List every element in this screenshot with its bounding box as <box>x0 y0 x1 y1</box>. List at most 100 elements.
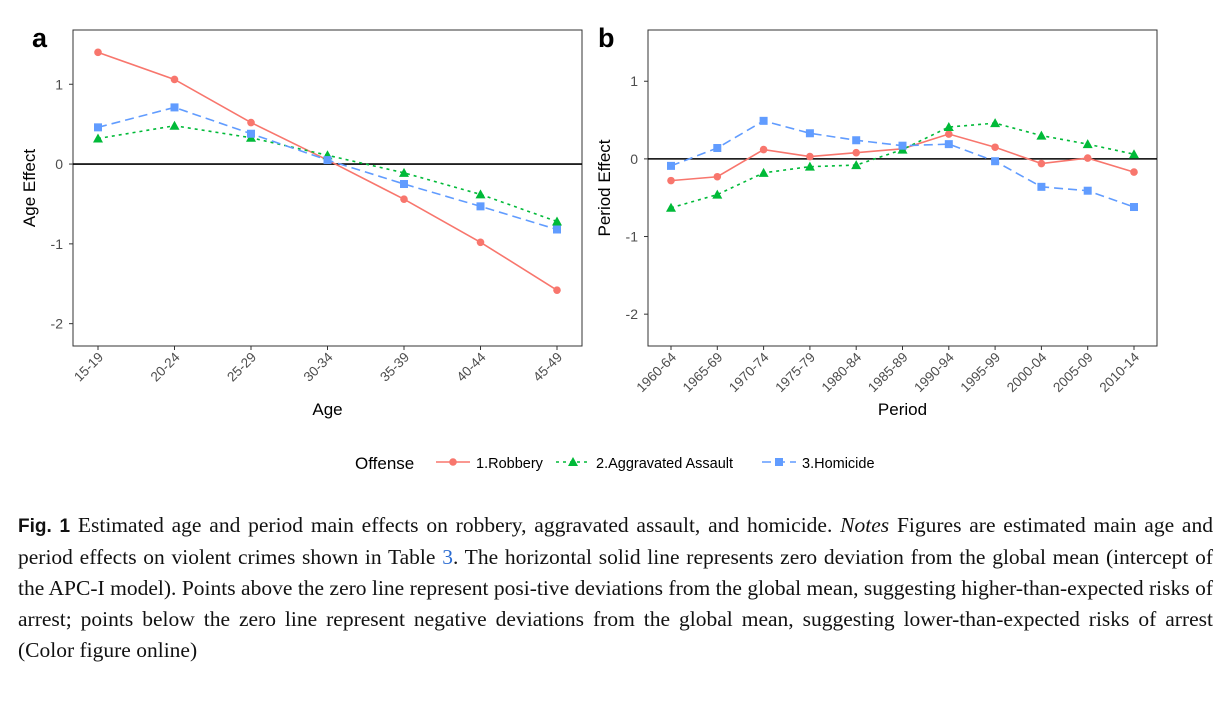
x-tick-label: 30-34 <box>301 349 336 384</box>
legend-key-marker <box>568 457 578 466</box>
series-3.Homicide <box>667 116 1138 212</box>
data-point <box>667 161 675 170</box>
series-2.Aggravated Assault <box>666 118 1139 212</box>
data-point <box>759 116 768 125</box>
data-point <box>170 103 179 112</box>
legend-key-marker <box>775 458 783 466</box>
data-point <box>991 157 1000 166</box>
data-point <box>1130 168 1138 176</box>
data-point <box>400 195 408 203</box>
data-point <box>1037 159 1046 168</box>
data-point <box>944 140 953 149</box>
y-tick-label: -2 <box>626 306 639 322</box>
data-point <box>400 180 408 189</box>
data-point <box>94 123 102 132</box>
plot-border <box>647 29 1158 347</box>
data-point <box>94 48 102 57</box>
data-point <box>990 118 1001 128</box>
data-point <box>476 238 485 247</box>
series-3.Homicide <box>94 103 561 234</box>
data-point <box>805 129 814 138</box>
data-point <box>553 225 561 234</box>
panel-a: 1 0 -1 -2 15-19 20-24 25-29 30-34 35-39 40-44 45-4… <box>20 29 583 419</box>
x-tick-label: 45-49 <box>530 350 565 385</box>
y-tick-label: -2 <box>51 316 64 332</box>
data-point <box>170 75 179 84</box>
caption-text-1: Estimated age and period main effects on… <box>70 513 841 537</box>
data-point <box>852 136 861 145</box>
legend-label: 1.Robbery <box>476 456 544 472</box>
data-point <box>553 286 561 294</box>
caption-text-3: . The horizontal solid line represents z… <box>18 545 1213 662</box>
x-tick-label: 1995-99 <box>958 350 1004 396</box>
data-point <box>247 118 255 127</box>
legend-title: Offense <box>355 454 414 473</box>
y-tick-label: 0 <box>55 156 63 172</box>
x-tick-label: 25-29 <box>224 350 259 385</box>
x-tick-label: 35-39 <box>377 350 412 385</box>
y-axis-label: Age Effect <box>20 149 39 227</box>
data-point <box>898 141 907 150</box>
data-point <box>247 129 255 138</box>
series-line <box>670 122 1135 209</box>
legend-item: 3.Homicide <box>762 456 875 472</box>
data-point <box>1082 139 1093 149</box>
y-tick-label: 0 <box>630 151 638 167</box>
data-point <box>758 167 769 177</box>
data-point <box>713 144 722 153</box>
legend: Offense 1.Robbery 2.Aggravated Assault 3.H… <box>355 454 875 473</box>
figure-chart: a b 1 0 -1 -2 15-19 20-24 25-29 30-34 35-39 40-44… <box>20 23 1158 473</box>
data-point <box>759 145 768 154</box>
y-tick-label: 1 <box>630 73 638 89</box>
data-point <box>475 189 486 199</box>
series-line <box>97 106 558 231</box>
data-point <box>804 161 815 171</box>
data-point <box>1130 203 1138 212</box>
data-point <box>1129 149 1139 159</box>
x-tick-label: 1980-84 <box>819 349 865 395</box>
x-tick-label: 1960-64 <box>633 349 679 395</box>
x-tick-label: 40-44 <box>454 349 489 384</box>
data-point <box>667 176 675 185</box>
data-point <box>1036 130 1047 140</box>
y-tick-label: -1 <box>51 236 64 252</box>
data-point <box>943 122 954 132</box>
legend-label: 2.Aggravated Assault <box>596 456 733 472</box>
data-point <box>169 120 180 130</box>
data-point <box>93 133 103 143</box>
data-point <box>1083 154 1092 162</box>
x-tick-label: 1970-74 <box>726 349 772 395</box>
data-point <box>399 167 409 177</box>
x-axis-label: Age <box>312 400 342 419</box>
data-point <box>991 143 999 152</box>
x-tick-label: 20-24 <box>148 349 183 384</box>
legend-item: 1.Robbery <box>436 456 544 472</box>
legend-label: 3.Homicide <box>802 456 875 472</box>
panel-label-b: b <box>598 23 615 53</box>
y-axis-label: Period Effect <box>595 139 614 236</box>
x-tick-label: 1985-89 <box>865 350 911 396</box>
data-point <box>713 172 722 181</box>
data-point <box>552 216 562 226</box>
y-tick-label: -1 <box>626 229 639 245</box>
x-tick-label: 1965-69 <box>680 350 726 396</box>
data-point <box>476 202 485 211</box>
series-1.Robbery <box>94 48 561 294</box>
legend-item: 2.Aggravated Assault <box>556 456 733 472</box>
table-reference-link[interactable]: 3 <box>442 545 453 569</box>
x-axis-label: Period <box>878 400 927 419</box>
figure-caption: Fig. 1 Estimated age and period main eff… <box>18 510 1213 666</box>
x-tick-label: 2005-09 <box>1050 350 1096 396</box>
data-point <box>666 202 676 212</box>
series-line <box>670 133 1135 182</box>
caption-notes: Notes <box>840 513 890 537</box>
x-tick-label: 2000-04 <box>1004 349 1050 395</box>
y-tick-label: 1 <box>55 76 63 92</box>
panel-b: 1 0 -1 -2 1960-64 1965-69 1970-74 1975-79 1980-8… <box>595 29 1158 419</box>
data-point <box>1037 182 1046 191</box>
x-tick-label: 1990-94 <box>911 349 957 395</box>
data-point <box>806 152 814 161</box>
plot-border <box>72 29 583 347</box>
legend-key-marker <box>449 458 457 466</box>
x-tick-label: 1975-79 <box>772 350 818 396</box>
